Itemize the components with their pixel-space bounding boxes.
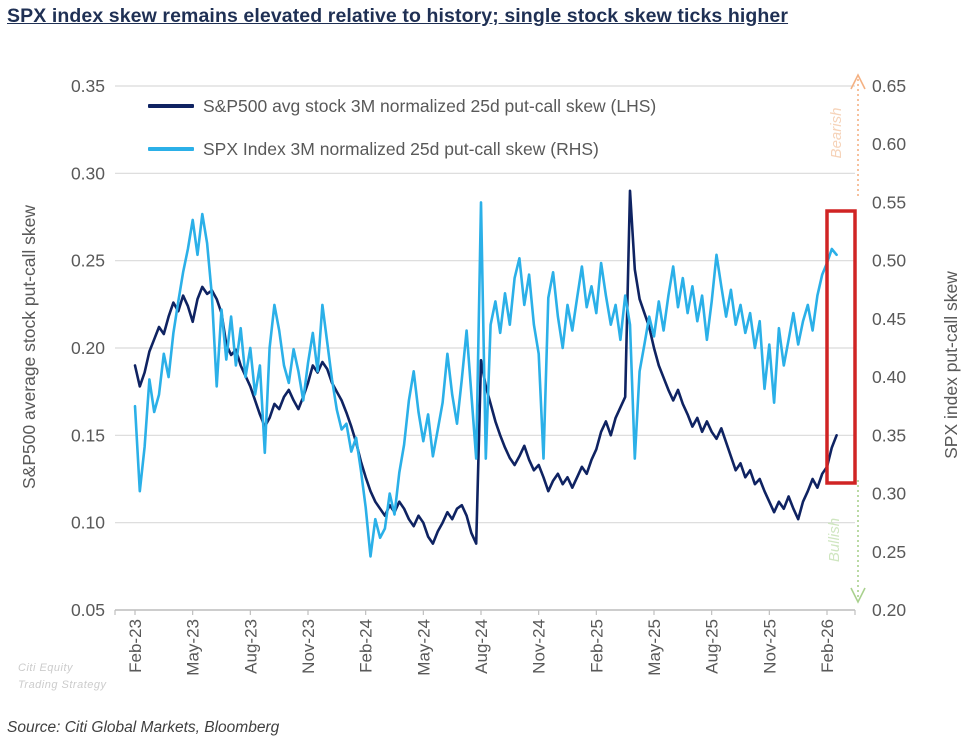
y-left-tick-label: 0.15 [71, 425, 105, 445]
legend-item-index-skew: SPX Index 3M normalized 25d put-call ske… [148, 138, 656, 160]
x-tick-label: Feb-24 [357, 619, 376, 673]
y-left-tick-label: 0.05 [71, 600, 105, 620]
x-tick-label: Aug-25 [703, 619, 722, 674]
y-right-tick-label: 0.40 [872, 367, 906, 387]
y-left-tick-label: 0.25 [71, 251, 105, 271]
y-left-tick-label: 0.10 [71, 513, 105, 533]
bearish-arrow-head [850, 73, 866, 90]
y-right-tick-label: 0.20 [872, 600, 906, 620]
x-tick-label: Nov-25 [760, 619, 779, 674]
y-left-tick-label: 0.35 [71, 76, 105, 96]
watermark: Citi Equity Trading Strategy [18, 660, 107, 694]
y-right-tick-label: 0.50 [872, 251, 906, 271]
source-note: Source: Citi Global Markets, Bloomberg [7, 719, 280, 736]
page-title: SPX index skew remains elevated relative… [7, 5, 789, 27]
y-right-tick-label: 0.30 [872, 484, 906, 504]
y-right-tick-label: 0.60 [872, 134, 906, 154]
legend: S&P500 avg stock 3M normalized 25d put-c… [148, 95, 656, 181]
bullish-arrow-head [850, 587, 866, 604]
x-tick-label: Feb-26 [818, 619, 837, 673]
x-tick-label: Aug-24 [472, 619, 491, 674]
legend-label-index-skew: SPX Index 3M normalized 25d put-call ske… [203, 138, 599, 159]
x-tick-label: May-25 [645, 619, 664, 676]
legend-swatch-navy-icon [148, 104, 194, 108]
series-line-stock-skew [133, 189, 838, 545]
plot-generated-layer: Feb-23 May-23 Aug-23 Nov-23 Feb-24 May-24 Aug-… [71, 76, 906, 676]
y-right-tick-label: 0.45 [872, 309, 906, 329]
y-right-tick-label: 0.35 [872, 425, 906, 445]
legend-item-stock-skew: S&P500 avg stock 3M normalized 25d put-c… [148, 95, 656, 117]
plot-svg: Feb-23 May-23 Aug-23 Nov-23 Feb-24 May-24 Aug-… [71, 73, 906, 676]
y-right-tick-label: 0.25 [872, 542, 906, 562]
x-tick-label: Feb-25 [587, 619, 606, 673]
x-tick-label: Nov-23 [299, 619, 318, 674]
y-left-tick-label: 0.20 [71, 338, 105, 358]
y-left-tick-label: 0.30 [71, 163, 105, 183]
y-right-tick-label: 0.55 [872, 192, 906, 212]
x-tick-label: Feb-23 [126, 619, 145, 673]
watermark-line2: Trading Strategy [18, 679, 107, 691]
y-right-tick-label: 0.65 [872, 76, 906, 96]
highlight-box [825, 209, 857, 485]
x-tick-label: Nov-24 [530, 619, 549, 674]
series-line-index-skew [133, 201, 838, 558]
bearish-label: Bearish [828, 107, 845, 159]
legend-label-stock-skew: S&P500 avg stock 3M normalized 25d put-c… [203, 95, 657, 116]
watermark-line1: Citi Equity [18, 662, 74, 674]
bullish-arrow-icon [850, 480, 866, 604]
x-tick-label: May-23 [184, 619, 203, 676]
x-tick-label: May-24 [414, 619, 433, 676]
right-axis-title: SPX index put-call skew [941, 271, 961, 459]
bullish-label: Bullish [826, 517, 843, 563]
bearish-arrow-icon [850, 73, 866, 196]
left-axis-title: S&P500 average stock put-call skew [19, 204, 39, 490]
x-tick-label: Aug-23 [241, 619, 260, 674]
legend-swatch-blue-icon [148, 147, 194, 151]
